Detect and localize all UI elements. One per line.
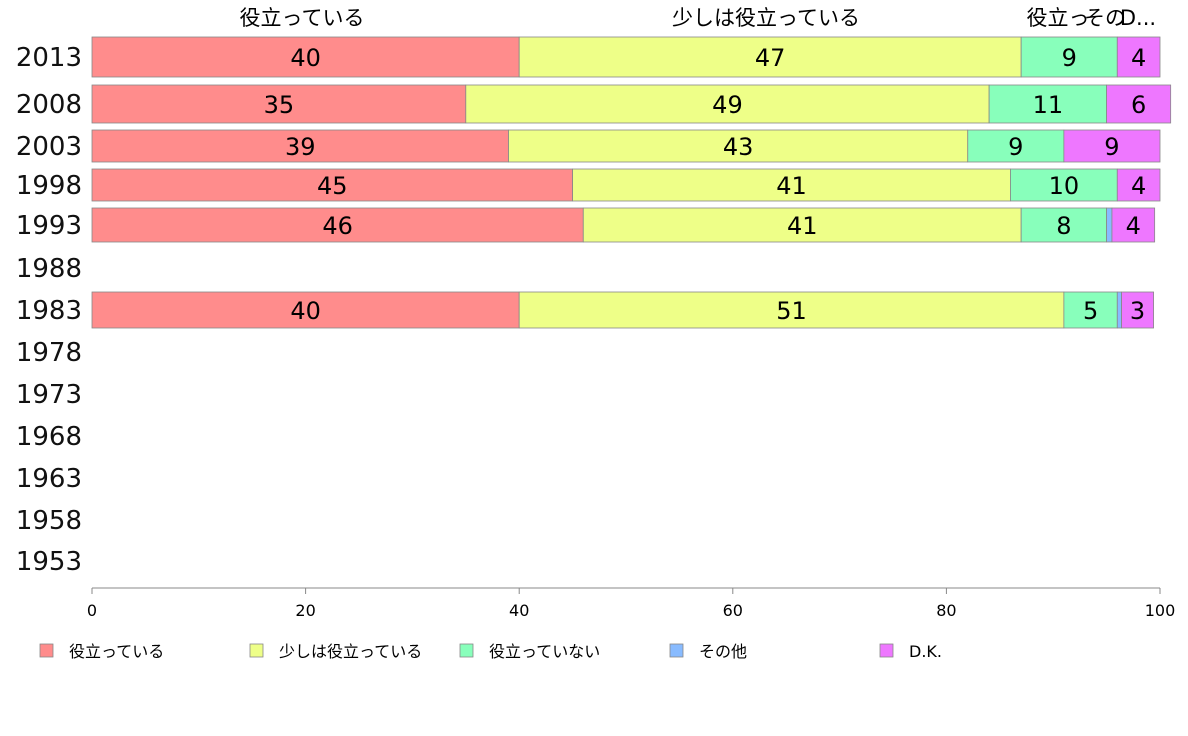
bar-value-label: 5: [1083, 297, 1098, 325]
bar-value-label: 4: [1131, 172, 1146, 200]
legend-label: 少しは役立っている: [279, 642, 422, 661]
bar-segment: [1106, 84, 1172, 124]
bar-segment: [988, 84, 1107, 124]
bar-segment: [572, 168, 1011, 202]
bar-value-label: 41: [776, 172, 807, 200]
bar-value-label: 45: [317, 172, 348, 200]
year-label: 2013: [16, 43, 82, 73]
bar-value-label: 4: [1126, 212, 1141, 240]
bar-value-label: 40: [290, 44, 321, 72]
year-label: 2008: [16, 90, 82, 120]
x-tick-label: 80: [936, 601, 956, 620]
legend-label: D.K.: [909, 642, 942, 661]
year-label: 1988: [16, 254, 82, 284]
bar-value-label: 35: [264, 91, 295, 119]
legend-label: 役立っていない: [489, 642, 600, 661]
bar-value-label: 9: [1104, 133, 1119, 161]
bar-segment: [465, 84, 990, 124]
bar-value-label: 9: [1008, 133, 1023, 161]
bar-value-label: 39: [285, 133, 316, 161]
series-header-label: 役立っている: [240, 6, 365, 30]
bar-value-label: 51: [776, 297, 807, 325]
bar-segment: [91, 36, 520, 78]
year-label: 1953: [16, 547, 82, 577]
bar-value-label: 8: [1056, 212, 1071, 240]
legend-label: その他: [699, 642, 747, 661]
bar-value-label: 3: [1130, 297, 1145, 325]
series-header-label: その: [1084, 6, 1126, 30]
bar-segment: [582, 207, 1022, 243]
bar-segment: [1063, 129, 1161, 163]
bar-segment: [1116, 291, 1122, 329]
bar-segment: [91, 129, 509, 163]
legend-swatch: [459, 643, 474, 658]
bar-segment: [1116, 36, 1161, 78]
bar-value-label: 9: [1062, 44, 1077, 72]
year-label: 1983: [16, 296, 82, 326]
legend-swatch: [249, 643, 264, 658]
bar-segment: [1020, 207, 1107, 243]
bar-segment: [91, 84, 467, 124]
bar-segment: [508, 129, 969, 163]
year-label: 1958: [16, 506, 82, 536]
bar-segment: [1063, 291, 1118, 329]
bar-value-label: 47: [755, 44, 786, 72]
year-label: 1978: [16, 338, 82, 368]
bar-value-label: 46: [322, 212, 353, 240]
year-label: 1973: [16, 380, 82, 410]
legend-swatch: [879, 643, 894, 658]
bar-segment: [518, 291, 1065, 329]
bar-segment: [91, 291, 520, 329]
bar-value-label: 4: [1131, 44, 1146, 72]
year-label: 1998: [16, 171, 82, 201]
bar-value-label: 11: [1033, 91, 1064, 119]
x-tick-label: 60: [723, 601, 743, 620]
bar-segment: [91, 168, 574, 202]
legend-label: 役立っている: [69, 642, 164, 661]
legend-swatch: [669, 643, 684, 658]
bar-value-label: 43: [723, 133, 754, 161]
year-label: 2003: [16, 132, 82, 162]
x-tick-label: 20: [295, 601, 315, 620]
year-label: 1993: [16, 211, 82, 241]
series-header-label: D...: [1120, 6, 1156, 30]
x-tick-label: 100: [1145, 601, 1176, 620]
bar-segment: [1121, 291, 1154, 329]
x-tick-label: 40: [509, 601, 529, 620]
x-tick-label: 0: [87, 601, 97, 620]
bar-value-label: 41: [787, 212, 818, 240]
bar-segment: [1106, 207, 1113, 243]
series-header-label: 役立っ: [1027, 6, 1090, 30]
bar-segment: [1111, 207, 1156, 243]
year-label: 1963: [16, 464, 82, 494]
bar-segment: [518, 36, 1022, 78]
year-label: 1968: [16, 422, 82, 452]
bar-value-label: 40: [290, 297, 321, 325]
series-header-label: 少しは役立っている: [672, 6, 860, 30]
legend-swatch: [39, 643, 54, 658]
bar-value-label: 6: [1131, 91, 1146, 119]
bar-value-label: 49: [712, 91, 743, 119]
bar-value-label: 10: [1049, 172, 1080, 200]
bar-segment: [1020, 36, 1118, 78]
bar-segment: [91, 207, 584, 243]
bar-segment: [1116, 168, 1161, 202]
